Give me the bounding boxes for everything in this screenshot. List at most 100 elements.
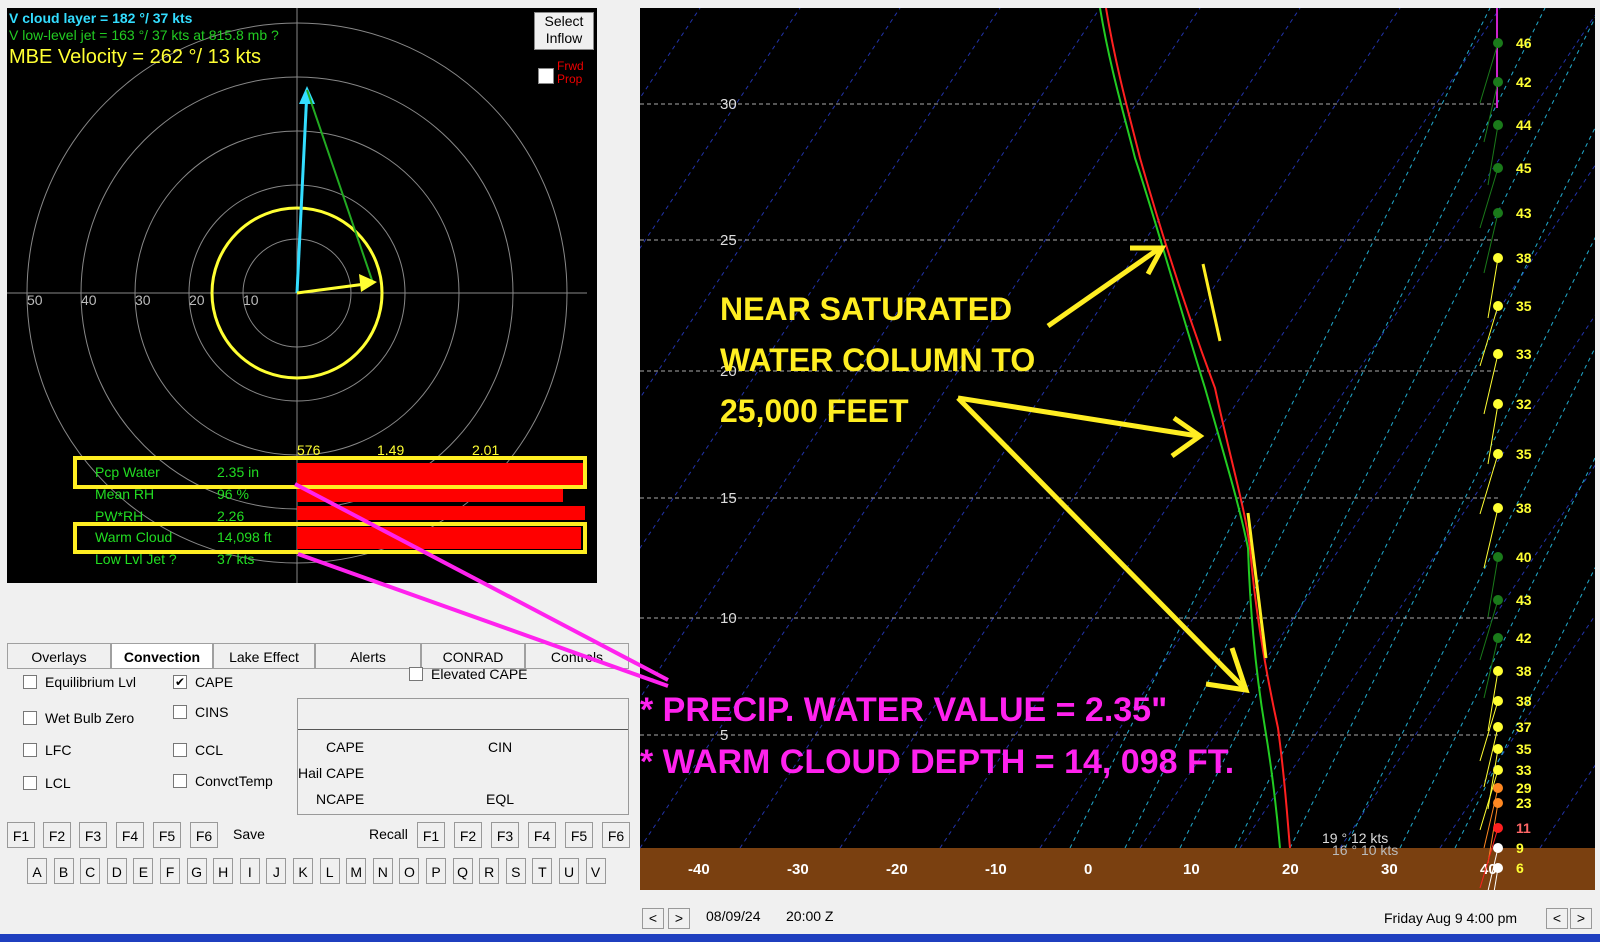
- tab-lake-effect[interactable]: Lake Effect: [213, 643, 315, 669]
- wind-speed-label: 23: [1516, 795, 1532, 811]
- checkbox-label: Equilibrium Lvl: [45, 674, 137, 690]
- save-f5-button[interactable]: F5: [153, 822, 181, 848]
- select-inflow-button[interactable]: Select Inflow: [534, 12, 594, 50]
- temp-axis-label: -30: [787, 861, 809, 878]
- skewt-plot[interactable]: 30 25 20 15 10 5 -40 -30 -20 -10 0 10 20 30 40 46 42 44…: [640, 8, 1595, 890]
- recall-f1-button[interactable]: F1: [417, 822, 445, 848]
- wet-bulb-zero-checkbox[interactable]: Wet Bulb Zero: [23, 710, 134, 726]
- save-f6-button[interactable]: F6: [190, 822, 218, 848]
- letter-key-m[interactable]: M: [346, 858, 367, 884]
- letter-key-j[interactable]: J: [266, 858, 287, 884]
- ccl-checkbox[interactable]: CCL: [173, 742, 223, 758]
- param-value: 2.26: [217, 508, 245, 524]
- letter-key-g[interactable]: G: [186, 858, 207, 884]
- letter-key-v[interactable]: V: [585, 858, 606, 884]
- recall-f3-button[interactable]: F3: [491, 822, 519, 848]
- wind-speed-label: 38: [1516, 663, 1532, 679]
- letter-key-q[interactable]: Q: [452, 858, 473, 884]
- checkbox-box[interactable]: [23, 776, 37, 790]
- letter-key-r[interactable]: R: [479, 858, 500, 884]
- checkbox-box[interactable]: [23, 743, 37, 757]
- letter-key-f[interactable]: F: [160, 858, 180, 884]
- equilibrium-lvl-checkbox[interactable]: Equilibrium Lvl: [23, 674, 136, 690]
- isotherm-line: [640, 8, 801, 249]
- checkbox-box[interactable]: [173, 743, 187, 757]
- frwd-label: Frwd: [557, 59, 584, 73]
- frwd-prop-checkbox[interactable]: [538, 68, 554, 84]
- wind-dot: [1493, 399, 1503, 409]
- lfc-checkbox[interactable]: LFC: [23, 742, 71, 758]
- checkbox-box[interactable]: [173, 774, 187, 788]
- letter-key-n[interactable]: N: [372, 858, 393, 884]
- prev-time-button[interactable]: <: [642, 908, 664, 929]
- hodograph-panel[interactable]: 50 40 30 20 10 V cloud layer = 182 °/ 37 kts…: [7, 8, 597, 583]
- magenta-annotation-line1: * PRECIP. WATER VALUE = 2.35": [640, 691, 1168, 729]
- checkbox-box[interactable]: [23, 675, 37, 689]
- recall-label: Recall: [369, 826, 408, 842]
- isotherm-line: [1439, 614, 1595, 848]
- tab-overlays[interactable]: Overlays: [7, 643, 111, 669]
- wind-dot: [1493, 301, 1503, 311]
- wind-barb: [1487, 556, 1499, 618]
- wind-barb: [1479, 453, 1499, 515]
- wind-dot: [1493, 843, 1503, 853]
- recall-f4-button[interactable]: F4: [528, 822, 556, 848]
- temp-axis-label: 0: [1084, 861, 1092, 878]
- status-next-button[interactable]: >: [1570, 908, 1592, 929]
- status-prev-button[interactable]: <: [1546, 908, 1568, 929]
- letter-key-c[interactable]: C: [80, 858, 101, 884]
- letter-key-d[interactable]: D: [106, 858, 127, 884]
- height-label: 25: [720, 232, 737, 249]
- elevated-cape-checkbox[interactable]: Elevated CAPE: [409, 666, 528, 682]
- wind-speed-label: 38: [1516, 250, 1532, 266]
- tab-convection[interactable]: Convection: [111, 643, 213, 669]
- checkbox-box[interactable]: [173, 705, 187, 719]
- recall-f5-button[interactable]: F5: [565, 822, 593, 848]
- save-f1-button[interactable]: F1: [7, 822, 35, 848]
- cape-results-panel: CAPE CIN Hail CAPE NCAPE EQL: [297, 698, 629, 815]
- save-f4-button[interactable]: F4: [116, 822, 144, 848]
- llj-vector: [306, 89, 374, 284]
- letter-key-e[interactable]: E: [133, 858, 154, 884]
- recall-f2-button[interactable]: F2: [454, 822, 482, 848]
- wind-speed-label: 35: [1516, 446, 1532, 462]
- letter-key-o[interactable]: O: [399, 858, 420, 884]
- mbe-arrowhead: [359, 274, 377, 292]
- letter-key-h[interactable]: H: [213, 858, 234, 884]
- saturation-highlight-lower: [1246, 512, 1268, 659]
- tab-alerts[interactable]: Alerts: [315, 643, 421, 669]
- checkbox-box[interactable]: [23, 711, 37, 725]
- convct-temp-checkbox[interactable]: ConvctTemp: [173, 773, 273, 789]
- param-name: PW*RH: [95, 508, 144, 524]
- wind-dot: [1493, 633, 1503, 643]
- ring-label: 50: [27, 292, 43, 308]
- tab-controls[interactable]: Controls: [525, 643, 629, 669]
- letter-key-b[interactable]: B: [53, 858, 74, 884]
- save-f3-button[interactable]: F3: [79, 822, 107, 848]
- wind-speed-label: 40: [1516, 549, 1532, 565]
- letter-key-s[interactable]: S: [505, 858, 526, 884]
- letter-key-p[interactable]: P: [426, 858, 446, 884]
- letter-key-t[interactable]: T: [532, 858, 553, 884]
- save-f2-button[interactable]: F2: [43, 822, 71, 848]
- letter-key-k[interactable]: K: [293, 858, 313, 884]
- letter-key-u[interactable]: U: [559, 858, 579, 884]
- lcl-checkbox[interactable]: LCL: [23, 775, 71, 791]
- recall-f6-button[interactable]: F6: [602, 822, 630, 848]
- letter-key-l[interactable]: L: [319, 858, 340, 884]
- annotation-arrow-3: [956, 396, 1246, 690]
- cape-checkbox[interactable]: ✔ CAPE: [173, 674, 233, 690]
- letter-key-a[interactable]: A: [27, 858, 47, 884]
- mixing-ratio-line: [1399, 456, 1595, 848]
- cins-checkbox[interactable]: CINS: [173, 704, 228, 720]
- dewpoint-profile: [1099, 8, 1281, 849]
- skewt-panel[interactable]: 30 25 20 15 10 5 -40 -30 -20 -10 0 10 20 30 40 46 42 44…: [640, 8, 1595, 890]
- cape-label: CAPE: [326, 739, 365, 755]
- letter-key-i[interactable]: I: [239, 858, 260, 884]
- checkbox-box[interactable]: [409, 667, 423, 681]
- wind-barb: [1487, 124, 1499, 186]
- wind-dot: [1493, 208, 1503, 218]
- next-time-button[interactable]: >: [668, 908, 690, 929]
- wind-speed-label: 45: [1516, 160, 1532, 176]
- checkbox-box[interactable]: ✔: [173, 675, 187, 689]
